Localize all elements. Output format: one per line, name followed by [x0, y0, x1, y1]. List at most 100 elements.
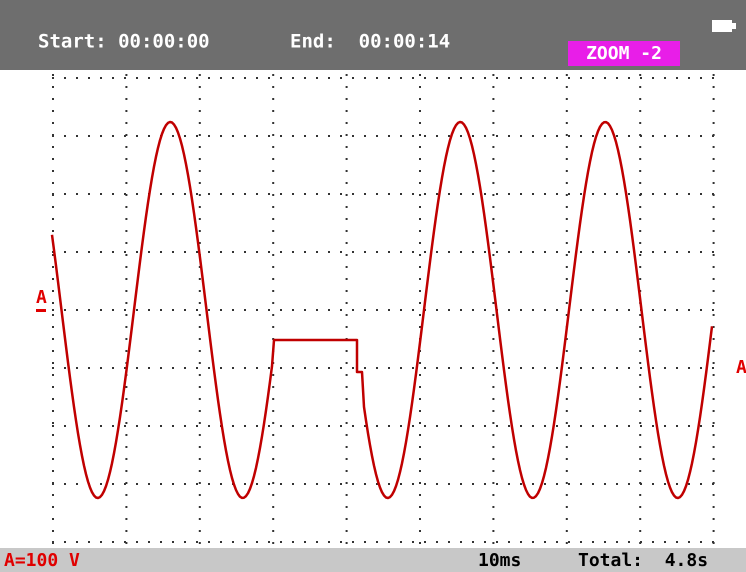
grid-dot	[448, 425, 450, 427]
grid-dot	[268, 309, 270, 311]
grid-dot	[272, 530, 275, 532]
grid-dot	[388, 135, 390, 137]
grid-dot	[52, 278, 54, 280]
grid-dot	[712, 193, 714, 195]
grid-dot	[292, 251, 294, 253]
grid-dot	[148, 135, 150, 137]
grid-dot	[345, 386, 348, 388]
grid-dot	[592, 367, 594, 369]
grid-dot	[565, 434, 568, 436]
grid-dot	[448, 367, 450, 369]
grid-dot	[448, 483, 450, 485]
grid-dot	[639, 386, 642, 388]
grid-dot	[196, 135, 198, 137]
grid-dot	[124, 135, 126, 137]
grid-dot	[640, 367, 642, 369]
grid-dot	[639, 398, 642, 400]
grid-dot	[345, 242, 348, 244]
grid-dot	[712, 386, 715, 388]
grid-dot	[676, 541, 678, 543]
grid-dot	[388, 193, 390, 195]
grid-dot	[388, 425, 390, 427]
grid-dot	[448, 309, 450, 311]
grid-dot	[125, 530, 128, 532]
grid-dot	[565, 266, 568, 268]
grid-dot	[639, 434, 642, 436]
grid-dot	[492, 506, 495, 508]
grid-dot	[196, 77, 198, 79]
grid-dot	[676, 135, 678, 137]
grid-dot	[568, 483, 570, 485]
grid-dot	[304, 425, 306, 427]
grid-dot	[100, 193, 102, 195]
grid-dot	[448, 251, 450, 253]
grid-dot	[100, 251, 102, 253]
grid-dot	[652, 251, 654, 253]
grid-dot	[700, 425, 702, 427]
grid-dot	[616, 425, 618, 427]
grid-dot	[400, 251, 402, 253]
grid-dot	[172, 309, 174, 311]
grid-dot	[64, 425, 66, 427]
grid-dot	[604, 135, 606, 137]
grid-dot	[280, 135, 282, 137]
grid-dot	[712, 98, 715, 100]
grid-dot	[419, 242, 421, 244]
grid-dot	[424, 193, 426, 195]
grid-dot	[272, 194, 275, 196]
grid-dot	[52, 158, 54, 160]
grid-dot	[125, 350, 128, 352]
grid-dot	[52, 206, 54, 208]
grid-dot	[272, 170, 275, 172]
grid-dot	[352, 367, 354, 369]
grid-dot	[565, 158, 568, 160]
grid-dot	[124, 251, 126, 253]
grid-dot	[220, 367, 222, 369]
grid-dot	[198, 530, 201, 532]
grid-dot	[340, 135, 342, 137]
grid-dot	[712, 74, 715, 76]
grid-dot	[532, 135, 534, 137]
grid-dot	[712, 266, 715, 268]
grid-dot	[125, 158, 128, 160]
grid-dot	[508, 193, 510, 195]
grid-dot	[565, 194, 568, 196]
grid-dot	[676, 193, 678, 195]
grid-dot	[340, 77, 342, 79]
grid-dot	[565, 542, 568, 544]
grid-dot	[419, 218, 421, 220]
grid-dot	[472, 251, 474, 253]
grid-dot	[419, 506, 421, 508]
grid-dot	[272, 290, 275, 292]
grid-dot	[136, 77, 138, 79]
grid-dot	[676, 251, 678, 253]
grid-dot	[52, 135, 54, 137]
grid-dot	[172, 425, 174, 427]
grid-dot	[345, 494, 348, 496]
grid-dot	[639, 410, 642, 412]
grid-dot	[419, 254, 421, 256]
grid-dot	[565, 230, 568, 232]
grid-dot	[196, 483, 198, 485]
grid-dot	[492, 482, 495, 484]
grid-dot	[639, 206, 642, 208]
grid-dot	[220, 135, 222, 137]
grid-dot	[565, 146, 568, 148]
grid-dot	[304, 251, 306, 253]
grid-dot	[544, 193, 546, 195]
grid-dot	[492, 422, 495, 424]
grid-dot	[52, 146, 54, 148]
grid-dot	[419, 374, 421, 376]
grid-dot	[580, 251, 582, 253]
grid-dot	[472, 77, 474, 79]
grid-dot	[700, 541, 702, 543]
grid-dot	[565, 182, 568, 184]
grid-dot	[604, 425, 606, 427]
grid-dot	[639, 254, 642, 256]
grid-dot	[712, 122, 715, 124]
grid-dot	[52, 314, 54, 316]
grid-dot	[52, 230, 54, 232]
grid-dot	[412, 367, 414, 369]
grid-dot	[328, 425, 330, 427]
grid-dot	[136, 251, 138, 253]
